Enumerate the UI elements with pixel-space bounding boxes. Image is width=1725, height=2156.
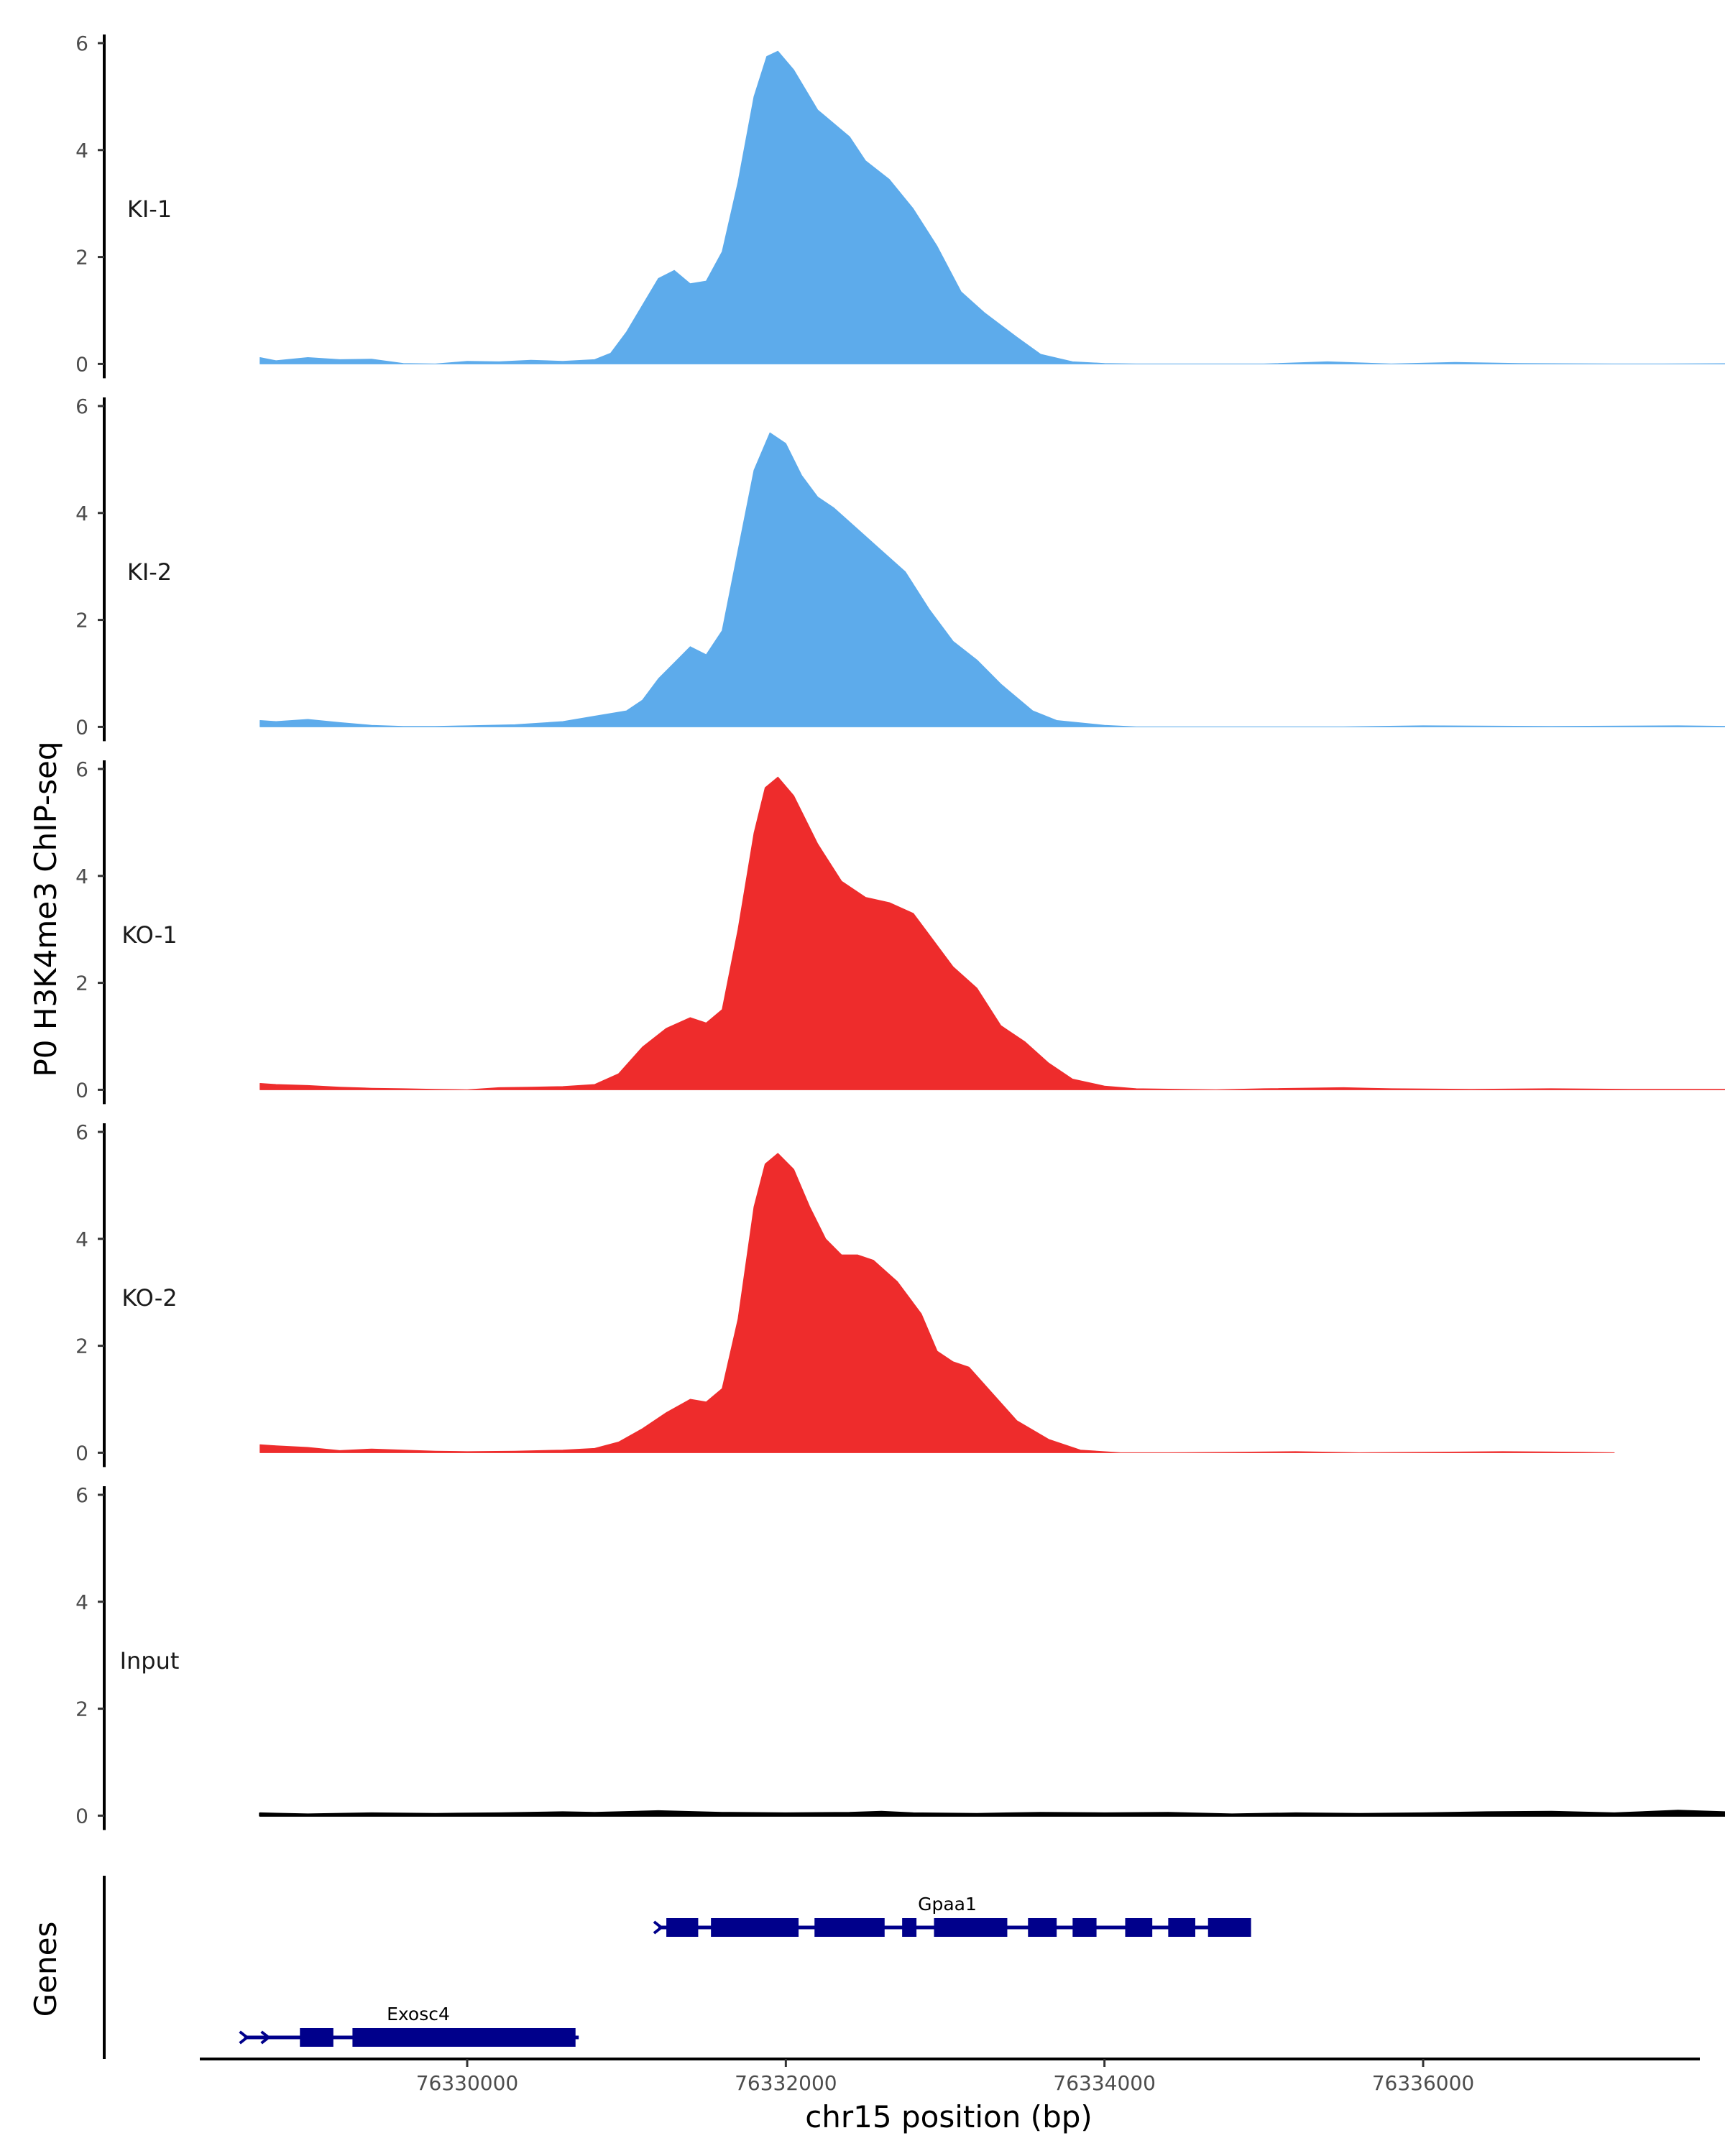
track-label: KO-1	[121, 921, 177, 949]
gene-exon	[1028, 1918, 1057, 1937]
coverage-tracks: 0 2 4 6 KI-1 0 2 4 6 KI-2 0 2 4 6 KO-1 0 2 4 6 KO-2 0 2 4 6 Inpu…	[75, 32, 1725, 1830]
x-axis: 76330000 76332000 76334000 76336000	[200, 2058, 1700, 2095]
coverage-area	[259, 50, 1725, 364]
y-tick-label: 0	[75, 715, 88, 739]
y-tick-label: 2	[75, 972, 88, 995]
x-tick-label: 76334000	[1053, 2071, 1156, 2095]
coverage-area	[259, 776, 1725, 1090]
gene-exon	[1208, 1918, 1251, 1937]
gene-label: Gpaa1	[918, 1894, 977, 1915]
gene-exon	[1168, 1918, 1196, 1937]
gene-exon	[1125, 1918, 1153, 1937]
track-ki-1: 0 2 4 6 KI-1	[75, 32, 1725, 379]
track-ki-2: 0 2 4 6 KI-2	[75, 395, 1725, 742]
x-tick-label: 76330000	[416, 2071, 519, 2095]
y-tick-label: 4	[75, 502, 88, 525]
strand-arrow	[653, 1920, 664, 1935]
gene-exon	[666, 1918, 699, 1937]
track-label: KI-2	[127, 558, 172, 586]
gene-gpaa1: Gpaa1	[653, 1894, 1251, 1937]
y-tick-label: 6	[75, 32, 88, 55]
gene-exon	[300, 2028, 334, 2047]
y-tick-label: 2	[75, 1697, 88, 1721]
y-tick-label: 6	[75, 757, 88, 781]
y-tick-label: 0	[75, 1078, 88, 1102]
track-input: 0 2 4 6 Input	[75, 1483, 1725, 1830]
strand-arrow	[260, 2030, 271, 2045]
gene-track: Gpaa1 Exosc4	[103, 1876, 1251, 2059]
y-tick-label: 4	[75, 865, 88, 888]
gene-exon	[902, 1918, 917, 1937]
y-tick-label: 0	[75, 1441, 88, 1465]
y-tick-label: 2	[75, 246, 88, 270]
y-tick-label: 6	[75, 1483, 88, 1507]
y-tick-label: 6	[75, 1120, 88, 1144]
x-tick-label: 76336000	[1372, 2071, 1475, 2095]
gene-exon	[352, 2028, 576, 2047]
track-ko-1: 0 2 4 6 KO-1	[75, 757, 1725, 1105]
strand-arrow	[239, 2030, 249, 2045]
track-label: KI-1	[127, 195, 172, 223]
gene-exon	[814, 1918, 885, 1937]
y-tick-label: 4	[75, 139, 88, 162]
y-tick-label: 2	[75, 1335, 88, 1358]
coverage-area	[259, 432, 1725, 727]
gene-label: Exosc4	[387, 2004, 450, 2024]
y-axis-title: P0 H3K4me3 ChIP-seq	[28, 741, 63, 1077]
genes-axis-title: Genes	[28, 1922, 63, 2017]
x-tick-label: 76332000	[735, 2071, 837, 2095]
gene-exon	[934, 1918, 1008, 1937]
coverage-area	[259, 1153, 1615, 1453]
gene-exon	[1072, 1918, 1097, 1937]
gene-exon	[711, 1918, 799, 1937]
gene-exosc4: Exosc4	[239, 2004, 579, 2047]
y-tick-label: 4	[75, 1227, 88, 1251]
track-label: KO-2	[121, 1284, 177, 1312]
y-tick-label: 2	[75, 609, 88, 632]
track-label: Input	[120, 1647, 180, 1674]
coverage-area	[259, 1810, 1725, 1817]
y-tick-label: 4	[75, 1590, 88, 1614]
y-tick-label: 6	[75, 395, 88, 418]
y-tick-label: 0	[75, 1804, 88, 1828]
track-ko-2: 0 2 4 6 KO-2	[75, 1120, 1615, 1468]
y-tick-label: 0	[75, 352, 88, 376]
x-axis-title: chr15 position (bp)	[805, 2099, 1092, 2134]
